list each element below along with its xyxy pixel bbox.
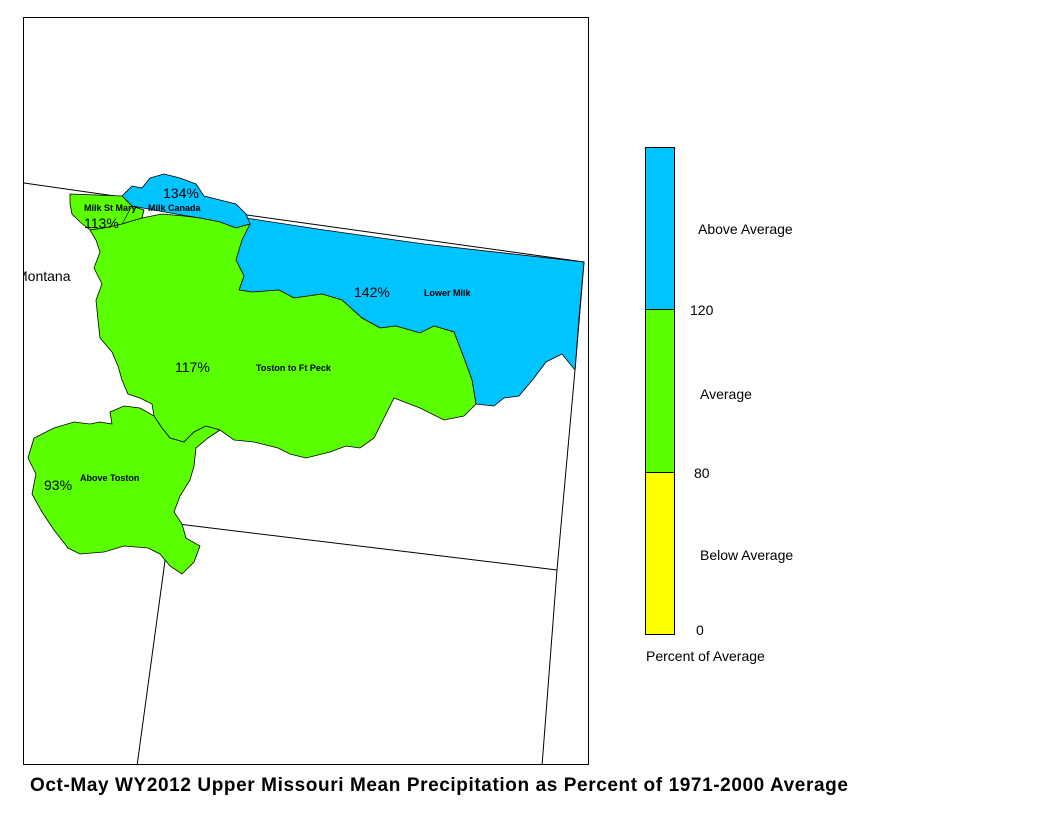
map-svg: Montana 134% Milk St Mary Milk Canada 11…: [24, 173, 585, 764]
wyoming-north-border-line: [177, 523, 558, 571]
basin-percent-toston-ft-peck: 117%: [175, 359, 210, 375]
basin-label-above-toston: Above Toston: [80, 473, 139, 483]
basin-toston-ft-peck[interactable]: [89, 213, 477, 459]
map-panel: Montana 134% Milk St Mary Milk Canada 11…: [23, 17, 589, 765]
legend-break-80: 80: [694, 465, 710, 481]
legend-caption: Percent of Average: [646, 648, 765, 664]
legend-label-average: Average: [700, 386, 752, 402]
basin-label-lower-milk: Lower Milk: [424, 288, 472, 298]
legend-label-below-average: Below Average: [700, 547, 794, 563]
basin-percent-milk-canada: 134%: [163, 185, 199, 201]
map-title: Oct-May WY2012 Upper Missouri Mean Preci…: [30, 775, 849, 796]
legend-swatch-above-average: [646, 148, 674, 310]
basin-milk-canada[interactable]: [121, 173, 251, 229]
basin-above-toston[interactable]: [27, 405, 221, 575]
legend-color-bar: [645, 147, 675, 635]
legend-break-0: 0: [696, 622, 704, 638]
basin-label-milk-st-mary: Milk St Mary: [84, 203, 137, 213]
basin-divide-line: [121, 205, 145, 225]
legend-swatch-average: [646, 310, 674, 473]
legend-swatch-below-average: [646, 473, 674, 634]
legend-label-above-average: Above Average: [698, 221, 793, 237]
canada-border-line: [24, 182, 585, 263]
basin-label-toston-ft-peck: Toston to Ft Peck: [256, 363, 332, 373]
legend-break-120: 120: [690, 302, 714, 318]
basin-percent-milk-st-mary: 113%: [84, 215, 119, 231]
dakota-border-line: [541, 369, 576, 764]
state-label-montana: Montana: [24, 268, 71, 284]
idaho-wyoming-border-line: [136, 523, 171, 764]
basin-percent-lower-milk: 142%: [354, 284, 390, 300]
basin-label-milk-canada: Milk Canada: [148, 203, 202, 213]
basin-percent-above-toston: 93%: [44, 477, 72, 493]
